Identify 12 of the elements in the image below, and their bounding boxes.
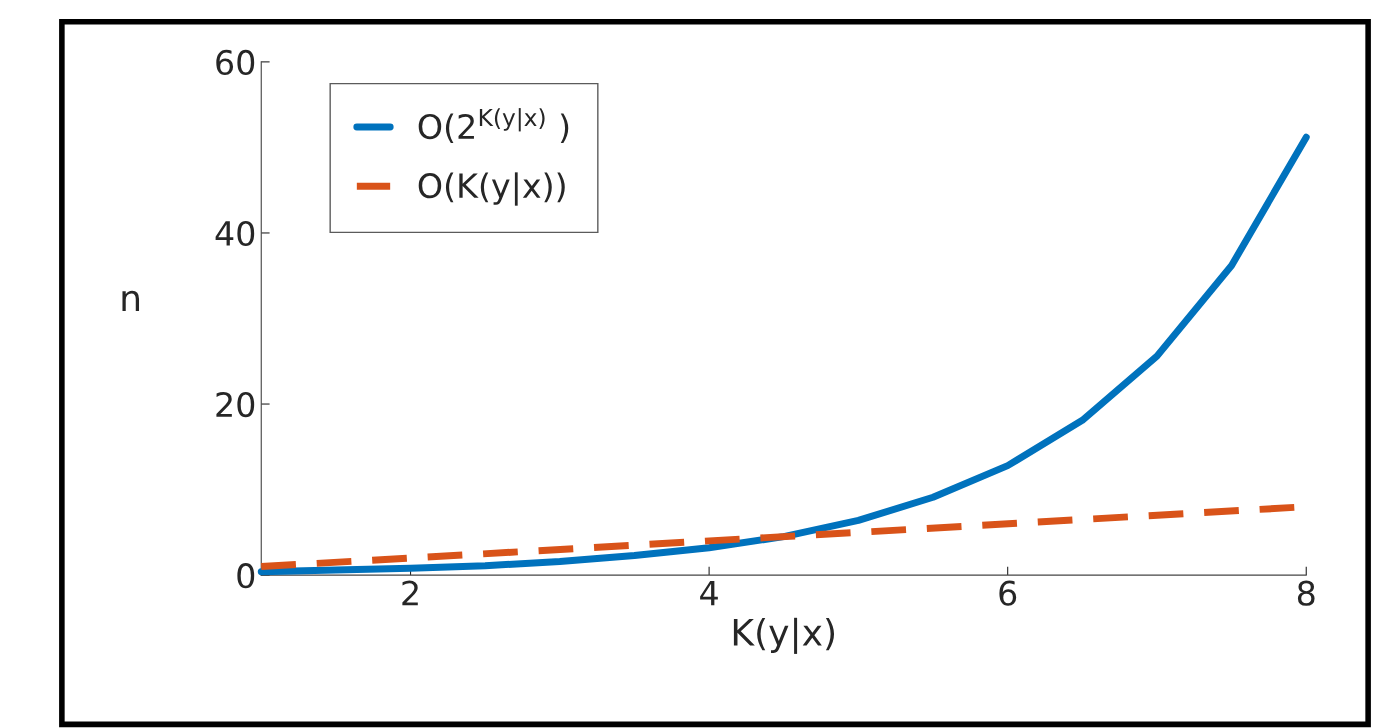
legend-label: O(K(y|x)) [418, 172, 565, 206]
y-tick-label: 0 [237, 563, 255, 589]
x-tick-label: 4 [700, 581, 718, 606]
x-tick-label: 8 [1297, 580, 1315, 606]
x-tick-label: 2 [402, 580, 418, 606]
y-tick-label: 60 [216, 49, 255, 76]
y-axis-title: n [122, 290, 140, 311]
y-tick-label: 40 [215, 220, 255, 247]
x-axis-title: K(y|x) [733, 617, 835, 654]
legend-label: O(2$^{K(y|x)}$ ) [418, 108, 569, 144]
y-tick-label: 20 [216, 391, 255, 418]
x-tick-label: 6 [999, 580, 1017, 606]
